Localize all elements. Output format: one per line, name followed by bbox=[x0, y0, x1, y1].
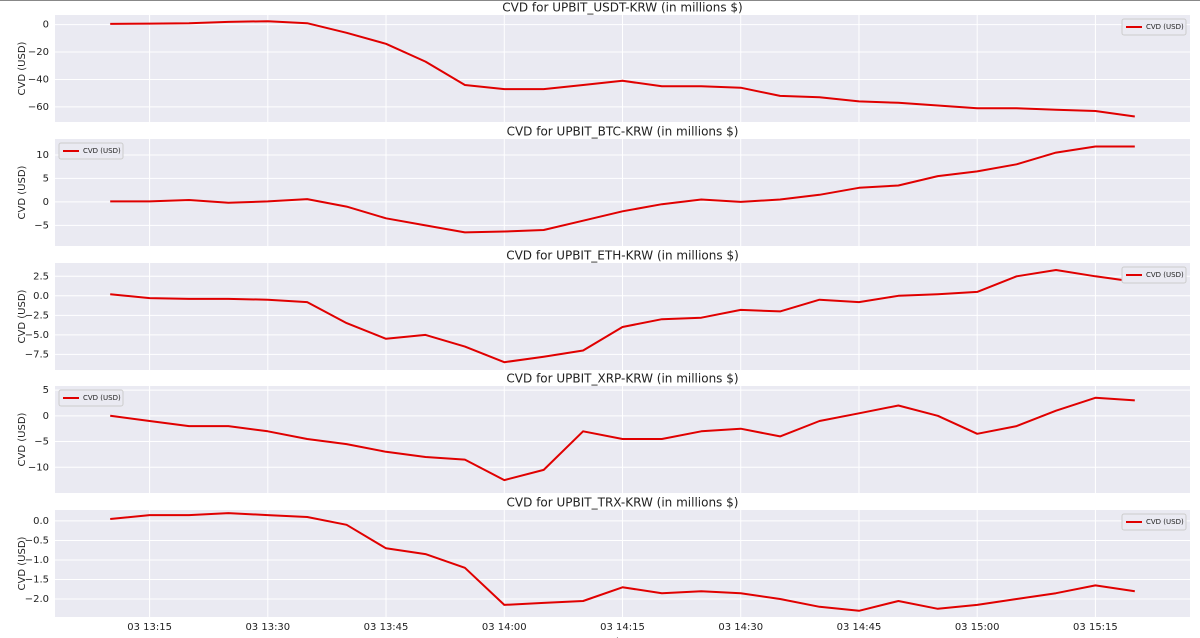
y-tick-label: −0.5 bbox=[25, 535, 49, 546]
y-tick-label: 0 bbox=[43, 20, 49, 31]
y-axis-label: CVD (USD) bbox=[17, 289, 28, 343]
line bbox=[110, 269, 1135, 364]
chart-title: CVD for UPBIT_USDT-KRW (in millions $) bbox=[502, 1, 742, 15]
chart-title: CVD for UPBIT_ETH-KRW (in millions $) bbox=[506, 249, 739, 263]
y-tick-label: 0 bbox=[43, 197, 49, 208]
x-tick-label: 03 13:15 bbox=[127, 622, 172, 633]
y-tick-label: −5.0 bbox=[25, 330, 49, 341]
y-tick-label: −1.5 bbox=[25, 575, 49, 586]
line bbox=[110, 145, 1135, 234]
y-tick-label: 0.0 bbox=[33, 291, 49, 302]
y-tick-label: −60 bbox=[28, 102, 49, 113]
y-tick-label: 5 bbox=[43, 385, 49, 396]
y-tick-label: 10 bbox=[36, 150, 49, 161]
x-tick-label: 03 14:45 bbox=[837, 622, 882, 633]
y-tick-label: 0.0 bbox=[33, 516, 49, 527]
line bbox=[110, 396, 1135, 482]
legend-label: CVD (USD) bbox=[1146, 271, 1184, 279]
y-tick-label: −1.0 bbox=[25, 555, 49, 566]
y-axis-label: CVD (USD) bbox=[17, 165, 28, 219]
y-tick-label: −10 bbox=[28, 462, 49, 473]
legend-label: CVD (USD) bbox=[83, 147, 121, 155]
y-tick-label: −5 bbox=[34, 220, 49, 231]
y-tick-label: −7.5 bbox=[25, 349, 49, 360]
legend-box bbox=[1121, 18, 1187, 36]
x-tick-label: 03 15:15 bbox=[1073, 622, 1118, 633]
x-tick-label: 03 14:30 bbox=[718, 622, 763, 633]
legend-label: CVD (USD) bbox=[83, 394, 121, 402]
y-axis-label: CVD (USD) bbox=[17, 41, 28, 95]
x-tick-label: 03 15:00 bbox=[955, 622, 1000, 633]
chart-title: CVD for UPBIT_XRP-KRW (in millions $) bbox=[506, 372, 738, 386]
legend-box bbox=[58, 142, 124, 160]
legend-box bbox=[58, 389, 124, 407]
line bbox=[110, 20, 1135, 118]
y-tick-label: 5 bbox=[43, 173, 49, 184]
y-tick-label: 2.5 bbox=[33, 271, 49, 282]
y-tick-label: 0 bbox=[43, 411, 49, 422]
legend-label: CVD (USD) bbox=[1146, 518, 1184, 526]
x-tick-label: 03 14:00 bbox=[482, 622, 527, 633]
y-axis-label: CVD (USD) bbox=[17, 536, 28, 590]
y-tick-label: −5 bbox=[34, 437, 49, 448]
y-axis-label: CVD (USD) bbox=[17, 412, 28, 466]
y-tick-label: −2.0 bbox=[25, 594, 49, 605]
legend-label: CVD (USD) bbox=[1146, 23, 1184, 31]
chart-title: CVD for UPBIT_BTC-KRW (in millions $) bbox=[507, 125, 739, 139]
y-tick-label: −20 bbox=[28, 47, 49, 58]
chart-title: CVD for UPBIT_TRX-KRW (in millions $) bbox=[507, 496, 739, 510]
y-tick-label: −40 bbox=[28, 74, 49, 85]
x-tick-label: 03 13:45 bbox=[364, 622, 409, 633]
line bbox=[110, 512, 1135, 612]
x-tick-label: 03 14:15 bbox=[600, 622, 645, 633]
legend-box bbox=[1121, 513, 1187, 531]
y-tick-label: −2.5 bbox=[25, 310, 49, 321]
legend-box bbox=[1121, 266, 1187, 284]
x-tick-label: 03 13:30 bbox=[245, 622, 290, 633]
